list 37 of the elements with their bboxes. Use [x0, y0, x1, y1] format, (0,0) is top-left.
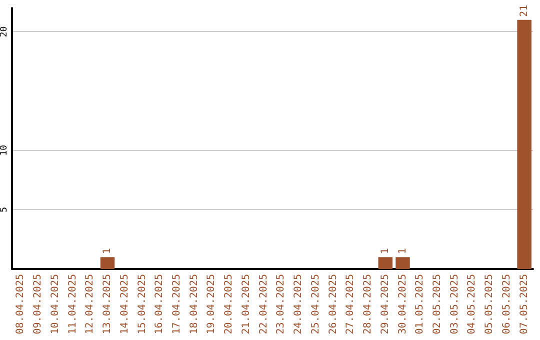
x-tick-label: 29.04.2025 [380, 274, 391, 334]
x-tick-label: 26.04.2025 [328, 274, 339, 334]
x-tick-label: 22.04.2025 [258, 274, 270, 334]
y-tick-label: 10 [0, 144, 10, 156]
x-tick-label: 30.04.2025 [397, 274, 408, 334]
x-tick-label: 05.05.2025 [484, 274, 496, 334]
data-label: 1 [397, 248, 408, 254]
x-tick-label: 09.04.2025 [32, 274, 44, 334]
x-tick-label: 13.04.2025 [102, 274, 114, 334]
x-tick-label: 08.04.2025 [15, 274, 26, 334]
y-tick-label: 20 [0, 26, 10, 38]
x-tick-label: 18.04.2025 [188, 274, 200, 334]
data-label: 1 [380, 248, 391, 254]
x-tick-label: 04.05.2025 [466, 274, 478, 334]
x-tick-label: 02.05.2025 [432, 274, 443, 334]
x-tick-label: 19.04.2025 [206, 274, 218, 334]
x-tick-label: 14.04.2025 [119, 274, 130, 334]
x-tick-label: 23.04.2025 [276, 274, 287, 334]
x-tick-label: 12.04.2025 [84, 274, 96, 334]
data-label: 21 [518, 4, 530, 17]
x-tick-label: 20.04.2025 [224, 274, 235, 334]
x-tick-label: 06.05.2025 [501, 274, 512, 334]
x-tick-label: 07.05.2025 [518, 274, 530, 334]
x-tick-label: 10.04.2025 [50, 274, 61, 334]
x-tick-label: 21.04.2025 [240, 274, 252, 334]
x-tick-label: 01.05.2025 [414, 274, 426, 334]
x-tick-label: 27.04.2025 [345, 274, 356, 334]
y-tick-label: 5 [0, 206, 10, 212]
x-tick-label: 15.04.2025 [136, 274, 148, 334]
x-tick-label: 28.04.2025 [362, 274, 374, 334]
x-tick-label: 16.04.2025 [154, 274, 166, 334]
x-tick-label: 25.04.2025 [310, 274, 322, 334]
x-tick-label: 11.04.2025 [67, 274, 78, 334]
x-tick-label: 17.04.2025 [171, 274, 182, 334]
x-tick-label: 24.04.2025 [293, 274, 304, 334]
x-tick-label: 03.05.2025 [449, 274, 460, 334]
data-label: 1 [102, 248, 114, 254]
